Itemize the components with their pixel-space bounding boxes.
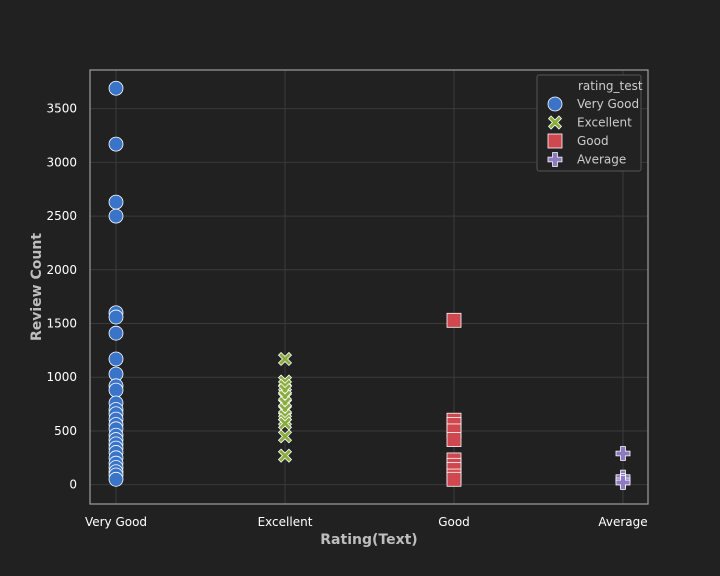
y-tick-label: 3500 (46, 102, 77, 116)
data-point-very-good (108, 194, 124, 210)
y-tick-label: 2000 (46, 263, 77, 277)
legend-items: Very Good Excellent Good Average (547, 96, 639, 167)
legend-label-excellent: Excellent (577, 116, 632, 130)
data-point-average (615, 475, 631, 490)
legend-marker-excellent (547, 115, 563, 130)
plot-frame (89, 69, 649, 505)
data-point-very-good (108, 80, 124, 96)
series-very-good (108, 80, 124, 487)
legend-box (536, 74, 642, 172)
data-point-excellent (277, 351, 293, 367)
y-axis-label: Review Count (29, 233, 45, 341)
y-tick-label: 2500 (46, 209, 77, 223)
x-tick-label: Excellent (258, 515, 313, 529)
data-point-very-good (108, 382, 124, 398)
y-tick-label: 0 (69, 478, 77, 492)
data-point-very-good (108, 325, 124, 341)
legend-label-average: Average (577, 153, 626, 167)
legend-label-very-good: Very Good (577, 97, 639, 111)
data-point-excellent (277, 448, 293, 463)
data-point-good (446, 432, 462, 447)
data-point-very-good (108, 471, 124, 487)
data-point-very-good (108, 351, 124, 367)
y-tick-label: 1000 (46, 370, 77, 384)
series-excellent (277, 351, 293, 463)
legend-label-good: Good (577, 134, 609, 148)
series-good (446, 312, 462, 487)
data-point-excellent (277, 429, 293, 444)
data-point-good (446, 312, 462, 328)
x-tick-label: Good (438, 515, 470, 529)
series-average (615, 446, 631, 490)
x-tick-label: Average (598, 515, 647, 529)
x-axis-label: Rating(Text) (320, 532, 417, 548)
legend: rating_test Very Good Excellent Good Averag… (536, 74, 643, 172)
data-point-good (446, 471, 462, 487)
legend-marker-good (547, 133, 563, 149)
legend-marker-very-good (547, 96, 563, 112)
y-tick-label: 3000 (46, 155, 77, 169)
data-point-very-good (108, 136, 124, 152)
x-axis-ticks: Very Good Excellent Good Average (85, 515, 648, 529)
legend-marker-average (547, 152, 563, 167)
y-tick-label: 500 (54, 424, 77, 438)
legend-title: rating_test (578, 79, 643, 93)
y-tick-label: 1500 (46, 317, 77, 331)
y-axis-ticks: 0 500 1000 1500 2000 2500 3000 3500 (46, 102, 77, 492)
data-point-very-good (108, 309, 124, 325)
data-point-average (615, 446, 631, 461)
data-point-very-good (108, 208, 124, 224)
data-points (108, 80, 631, 490)
x-tick-label: Very Good (85, 515, 147, 529)
